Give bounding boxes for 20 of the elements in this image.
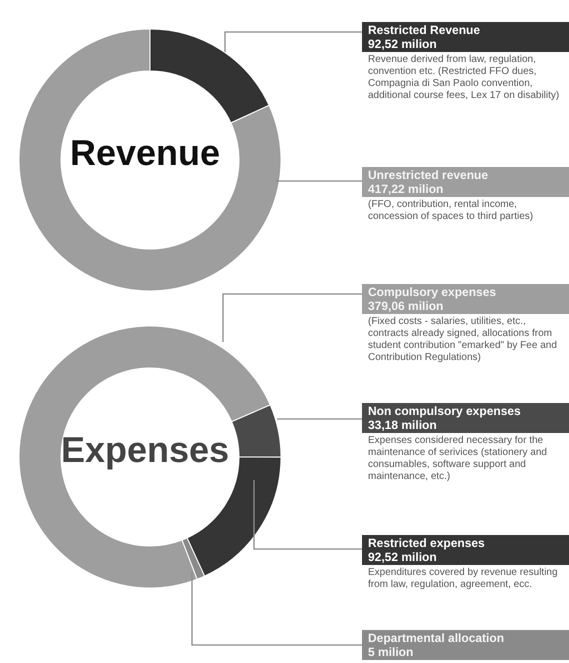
text: Revenue derived from law, regulation, convention etc. (Restricted FFO dues, Compagnia di San Paolo convention, additional course fees, Lex 17 on disability) <box>368 54 560 101</box>
text: Expenses <box>60 429 230 470</box>
data-label: 5 milion <box>368 645 414 659</box>
slice-label: Restricted Revenue <box>368 23 480 37</box>
text: Revenue <box>70 132 220 173</box>
text: (Fixed costs - salaries, utilities, etc., contracts already signed, allocations from student contribution "emarked" by Fee and Contribution Regulations) <box>368 316 557 363</box>
text: Expenses considered necessary for the maintenance of serivices (stationery and consumables, software support and maintenance, etc.) <box>368 435 547 482</box>
slice-label: Restricted expenses <box>368 536 485 550</box>
text: (FFO, contribution, rental income, concession of spaces to third parties) <box>368 199 534 222</box>
text: Expenditures covered by revenue resulting from law, regulation, agreement, ecc. <box>368 567 558 590</box>
data-label: 33,18 milion <box>368 418 437 432</box>
slice-label: Unrestricted revenue <box>368 168 488 182</box>
slice-label: Non compulsory expenses <box>368 404 521 418</box>
slice-label: Compulsory expenses <box>368 285 496 299</box>
donut-slice <box>18 28 282 292</box>
data-label: 92,52 milion <box>368 550 437 564</box>
data-label: 379,06 milion <box>368 299 444 313</box>
data-label: 417,22 milion <box>368 182 444 196</box>
data-label: 92,52 milion <box>368 37 437 51</box>
slice-label: Departmental allocation <box>368 631 504 645</box>
